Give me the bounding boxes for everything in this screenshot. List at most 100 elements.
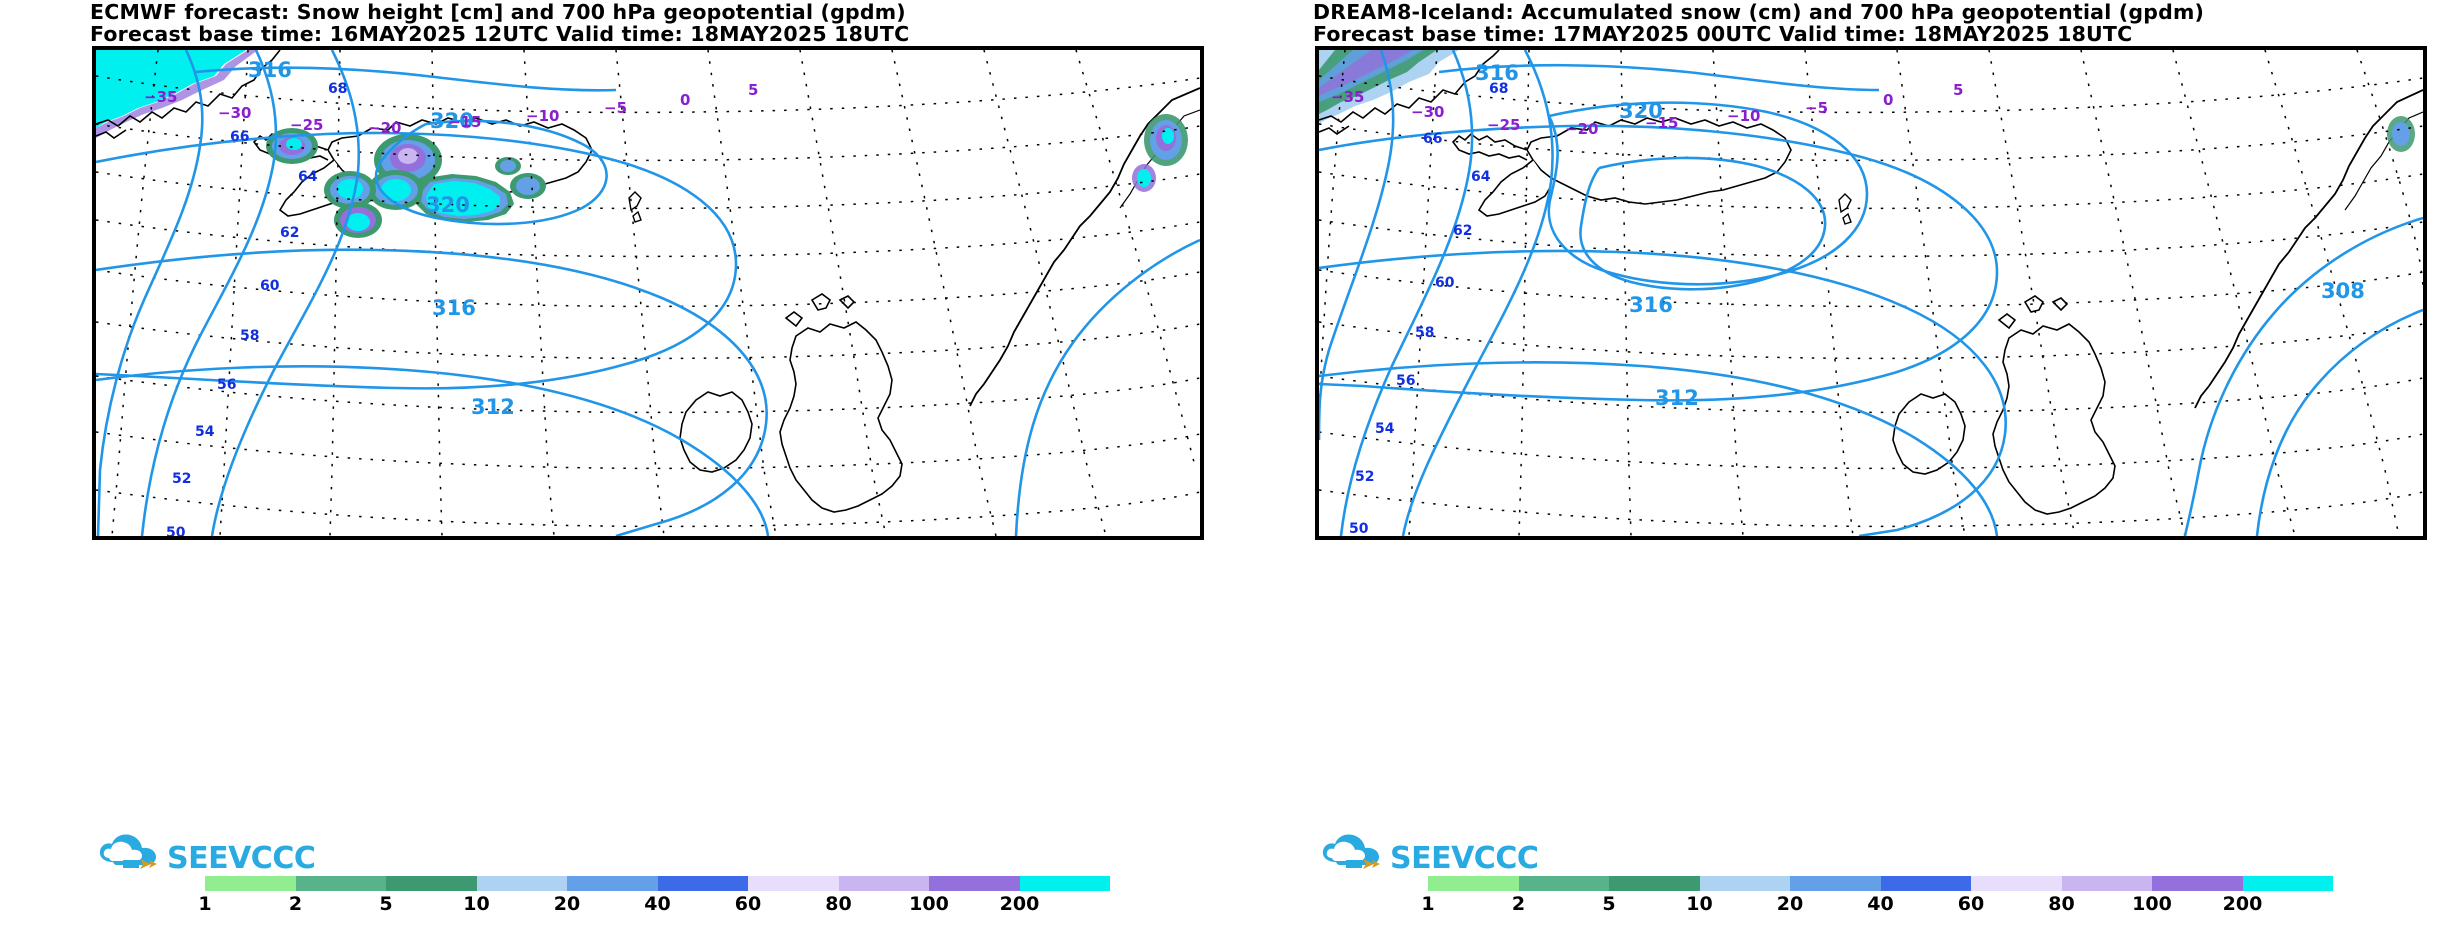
panel-title-left: ECMWF forecast: Snow height [cm] and 700… bbox=[90, 0, 1210, 46]
colorbar-swatch bbox=[657, 876, 748, 891]
colorbar-swatch bbox=[567, 876, 658, 891]
colorbar-tick: 1 bbox=[198, 893, 212, 915]
colorbar-swatch bbox=[1699, 876, 1790, 891]
colorbar-swatch bbox=[205, 876, 296, 891]
seevccc-logo-right: SEEVCCC bbox=[1318, 832, 1578, 878]
lat-label: 62 bbox=[280, 225, 299, 241]
seevccc-logo-graphic: SEEVCCC bbox=[1322, 834, 1539, 876]
lon-label: −20 bbox=[1565, 120, 1598, 138]
map-canvas-left: 316 320 320 316 312 68 66 64 62 60 bbox=[92, 46, 1204, 540]
geopotential-contours bbox=[1319, 50, 2423, 536]
colorbar-tick: 80 bbox=[825, 893, 852, 915]
colorbar-swatch bbox=[476, 876, 567, 891]
lat-label: 52 bbox=[1355, 469, 1374, 485]
iceland-snow-field bbox=[266, 128, 546, 238]
colorbar-right: 1 2 5 10 20 40 60 80 100 200 bbox=[1373, 876, 2393, 920]
map-inner-left: 316 320 320 316 312 68 66 64 62 60 bbox=[96, 50, 1200, 536]
norway-snow bbox=[2387, 116, 2415, 152]
cloud-arrow-icon bbox=[99, 834, 157, 869]
longitude-label-group: −35 −30 −25 −20 −15 −10 −5 0 5 bbox=[1331, 81, 1963, 138]
colorbar-swatch bbox=[1518, 876, 1609, 891]
colorbar-swatch bbox=[929, 876, 1020, 891]
seevccc-wordmark: SEEVCCC bbox=[1390, 841, 1538, 876]
colorbar-tick: 1 bbox=[1421, 893, 1435, 915]
lat-label: 52 bbox=[172, 471, 191, 487]
lat-label: 56 bbox=[1396, 373, 1415, 389]
title-line-2: Forecast base time: 17MAY2025 00UTC Vali… bbox=[1313, 21, 2133, 46]
colorbar-swatch bbox=[1019, 876, 1110, 891]
contour-label: 316 bbox=[248, 58, 292, 82]
lat-label: 50 bbox=[1349, 521, 1369, 536]
longitude-label-group: −35 −30 −25 −20 −15 −10 −5 0 5 bbox=[144, 81, 758, 137]
lon-label: −15 bbox=[448, 113, 481, 131]
colorbar-swatch bbox=[748, 876, 839, 891]
lat-label: 58 bbox=[1415, 325, 1434, 341]
colorbar-tick: 200 bbox=[2222, 893, 2263, 915]
colorbar-tick: 2 bbox=[288, 893, 303, 915]
lat-label: 58 bbox=[240, 328, 259, 344]
colorbar-tick: 5 bbox=[379, 893, 393, 915]
colorbar-ticks: 1 2 5 10 20 40 60 80 100 200 bbox=[198, 891, 1110, 917]
contour-label: 320 bbox=[430, 109, 474, 133]
map-inner-right: 316 320 316 312 308 68 66 64 62 60 bbox=[1319, 50, 2423, 536]
colorbar-tick: 60 bbox=[734, 893, 762, 915]
lat-label: 56 bbox=[217, 377, 236, 393]
lat-label: 50 bbox=[166, 525, 186, 536]
lat-label: 54 bbox=[1375, 421, 1395, 437]
greenland-snow-mass bbox=[96, 50, 258, 138]
lat-label: 64 bbox=[1471, 169, 1491, 185]
panel-dream8: DREAM8-Iceland: Accumulated snow (cm) an… bbox=[1225, 0, 2449, 925]
cloud-arrow-icon bbox=[1322, 834, 1380, 869]
lon-label: −15 bbox=[1645, 114, 1678, 132]
colorbar-tick: 20 bbox=[1776, 893, 1804, 915]
colorbar-swatch bbox=[1880, 876, 1971, 891]
colorbar-tick: 200 bbox=[999, 893, 1040, 915]
geopotential-label-group: 316 320 320 316 312 bbox=[248, 58, 515, 419]
lon-label: −25 bbox=[290, 116, 323, 134]
contour-label: 316 bbox=[1629, 293, 1673, 317]
lat-label: 66 bbox=[230, 129, 249, 145]
map-canvas-right: 316 320 316 312 308 68 66 64 62 60 bbox=[1315, 46, 2427, 540]
lat-label: 62 bbox=[1453, 223, 1472, 239]
colorbar-swatch bbox=[2242, 876, 2333, 891]
colorbar-tick: 40 bbox=[1867, 893, 1894, 915]
colorbar-left: 1 2 5 10 20 40 60 80 100 200 bbox=[150, 876, 1170, 920]
coastline-layer bbox=[1319, 50, 1500, 135]
seevccc-wordmark: SEEVCCC bbox=[167, 841, 315, 876]
colorbar-tick: 100 bbox=[2132, 893, 2172, 915]
title-line-1: ECMWF forecast: Snow height [cm] and 700… bbox=[90, 0, 906, 24]
colorbar-swatch bbox=[295, 876, 386, 891]
contour-label: 316 bbox=[1475, 61, 1519, 85]
colorbar-tick: 5 bbox=[1602, 893, 1616, 915]
contour-label: 320 bbox=[1619, 99, 1663, 123]
colorbar-tick: 10 bbox=[1686, 893, 1713, 915]
lon-label: −10 bbox=[526, 107, 559, 125]
colorbar-swatch bbox=[2152, 876, 2243, 891]
lon-label: −30 bbox=[1411, 103, 1444, 121]
contour-label: 316 bbox=[432, 296, 476, 320]
contour-label: 312 bbox=[1655, 386, 1699, 410]
colorbar-gradient bbox=[205, 876, 1110, 891]
contour-label: 308 bbox=[2321, 279, 2365, 303]
faroe-islands bbox=[628, 191, 642, 223]
lat-label: 66 bbox=[1423, 131, 1442, 147]
graticule-layer bbox=[96, 50, 1200, 536]
title-line-2: Forecast base time: 16MAY2025 12UTC Vali… bbox=[90, 21, 910, 46]
lon-label: 5 bbox=[748, 81, 758, 99]
contour-label: 320 bbox=[426, 193, 470, 217]
colorbar-tick: 20 bbox=[553, 893, 581, 915]
lat-label: 68 bbox=[328, 81, 347, 97]
lon-label: −20 bbox=[368, 119, 401, 137]
lon-label: −30 bbox=[218, 104, 251, 122]
latitude-label-group: 68 66 64 62 60 58 56 54 52 50 bbox=[1349, 81, 1508, 536]
title-line-1: DREAM8-Iceland: Accumulated snow (cm) an… bbox=[1313, 0, 2205, 24]
seevccc-logo-left: SEEVCCC bbox=[95, 832, 355, 878]
british-isles-outline bbox=[1892, 295, 2116, 515]
colorbar-tick: 80 bbox=[2048, 893, 2075, 915]
geopotential-label-group: 316 320 316 312 308 bbox=[1475, 61, 2365, 410]
latitude-label-group: 68 66 64 62 60 58 56 54 52 50 bbox=[166, 81, 347, 536]
lat-label: 54 bbox=[195, 424, 215, 440]
panel-ecmwf: ECMWF forecast: Snow height [cm] and 700… bbox=[0, 0, 1224, 925]
map-graphic-right: 316 320 316 312 308 68 66 64 62 60 bbox=[1319, 50, 2423, 536]
colorbar-tick: 2 bbox=[1511, 893, 1526, 915]
